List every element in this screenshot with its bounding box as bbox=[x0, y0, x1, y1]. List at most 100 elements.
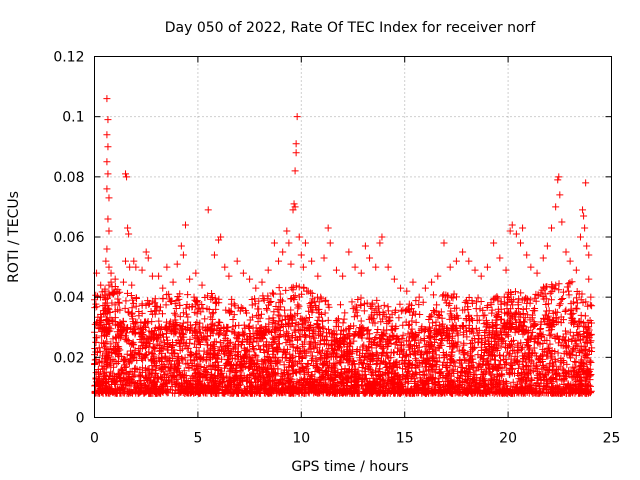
roti-point bbox=[407, 341, 415, 349]
roti-point bbox=[179, 319, 187, 327]
roti-point bbox=[381, 358, 389, 366]
roti-point bbox=[479, 312, 487, 320]
roti-point bbox=[416, 311, 424, 319]
roti-point bbox=[572, 358, 580, 366]
roti-point bbox=[502, 340, 510, 348]
roti-point bbox=[159, 294, 167, 302]
roti-point bbox=[562, 306, 570, 314]
roti-point bbox=[128, 377, 136, 385]
roti-point bbox=[573, 299, 581, 307]
roti-point bbox=[291, 328, 299, 336]
roti-point bbox=[186, 350, 194, 358]
roti-point bbox=[101, 355, 109, 363]
roti-point bbox=[528, 332, 536, 340]
roti-point bbox=[392, 369, 400, 377]
roti-point bbox=[170, 309, 178, 317]
roti-point bbox=[97, 317, 105, 325]
roti-point bbox=[368, 370, 376, 378]
roti-point bbox=[131, 364, 139, 372]
roti-point bbox=[396, 300, 404, 308]
roti-point bbox=[192, 354, 200, 362]
roti-point bbox=[309, 333, 317, 341]
roti-point bbox=[554, 349, 562, 357]
roti-point bbox=[534, 375, 542, 383]
roti-point bbox=[503, 366, 511, 374]
roti-point bbox=[425, 323, 433, 331]
roti-point bbox=[317, 337, 325, 345]
roti-point bbox=[547, 296, 555, 304]
roti-point bbox=[528, 377, 536, 385]
roti-point bbox=[406, 351, 414, 359]
roti-point bbox=[310, 334, 318, 342]
roti-point bbox=[207, 345, 215, 353]
roti-point bbox=[278, 316, 286, 324]
roti-point bbox=[514, 364, 522, 372]
roti-point bbox=[155, 317, 163, 325]
roti-point bbox=[254, 356, 262, 364]
roti-point bbox=[240, 344, 248, 352]
roti-point bbox=[136, 351, 144, 359]
roti-point bbox=[324, 316, 332, 324]
roti-point bbox=[466, 352, 474, 360]
roti-point bbox=[519, 344, 527, 352]
roti-point bbox=[442, 362, 450, 370]
roti-point bbox=[562, 330, 570, 338]
roti-point bbox=[319, 346, 327, 354]
roti-point bbox=[311, 367, 319, 375]
roti-point bbox=[455, 347, 463, 355]
roti-point bbox=[457, 363, 465, 371]
roti-point bbox=[208, 371, 216, 379]
roti-point bbox=[131, 346, 139, 354]
roti-point bbox=[316, 347, 324, 355]
roti-point bbox=[317, 293, 325, 301]
roti-point bbox=[404, 379, 412, 387]
roti-point bbox=[372, 349, 380, 357]
roti-point bbox=[432, 351, 440, 359]
roti-point bbox=[200, 366, 208, 374]
roti-point bbox=[300, 375, 308, 383]
roti-point bbox=[505, 351, 513, 359]
data-points bbox=[91, 95, 596, 397]
roti-point bbox=[257, 346, 265, 354]
roti-point bbox=[462, 356, 470, 364]
roti-point bbox=[439, 348, 447, 356]
roti-point bbox=[166, 326, 174, 334]
roti-point bbox=[411, 355, 419, 363]
roti-point bbox=[115, 369, 123, 377]
roti-point bbox=[163, 333, 171, 341]
roti-point bbox=[180, 367, 188, 375]
roti-point bbox=[415, 363, 423, 371]
roti-point bbox=[92, 338, 100, 346]
roti-point bbox=[196, 319, 204, 327]
roti-point bbox=[178, 354, 186, 362]
roti-point bbox=[195, 347, 203, 355]
roti-point bbox=[269, 350, 277, 358]
roti-point bbox=[518, 345, 526, 353]
roti-point bbox=[172, 305, 180, 313]
roti-point bbox=[201, 315, 209, 323]
roti-point bbox=[314, 316, 322, 324]
roti-point bbox=[290, 326, 298, 334]
roti-point bbox=[120, 361, 128, 369]
roti-point bbox=[374, 326, 382, 334]
roti-point bbox=[316, 341, 324, 349]
roti-point bbox=[417, 336, 425, 344]
roti-point bbox=[376, 359, 384, 367]
roti-point bbox=[101, 343, 109, 351]
roti-point bbox=[543, 383, 551, 391]
roti-point bbox=[163, 387, 171, 395]
roti-point bbox=[186, 335, 194, 343]
roti-point bbox=[510, 357, 518, 365]
roti-point bbox=[157, 375, 165, 383]
roti-point bbox=[454, 338, 462, 346]
roti-point bbox=[264, 347, 272, 355]
roti-point bbox=[365, 342, 373, 350]
roti-point bbox=[523, 341, 531, 349]
roti-point bbox=[176, 313, 184, 321]
roti-point bbox=[433, 301, 441, 309]
roti-point bbox=[364, 326, 372, 334]
roti-point bbox=[544, 369, 552, 377]
roti-point bbox=[561, 327, 569, 335]
roti-point bbox=[215, 318, 223, 326]
roti-point bbox=[537, 324, 545, 332]
